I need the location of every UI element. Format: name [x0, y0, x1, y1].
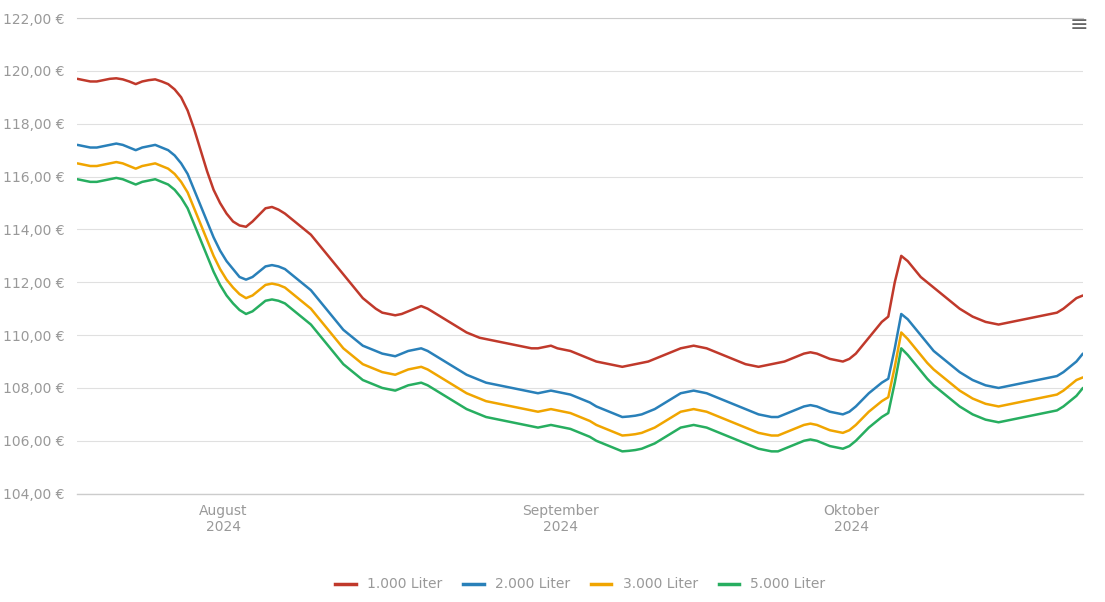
3.000 Liter — [453, 386, 466, 393]
5.000 Liter — [1076, 384, 1090, 391]
1.000 Liter — [71, 75, 84, 82]
2.000 Liter — [615, 414, 629, 421]
2.000 Liter — [681, 388, 694, 396]
1.000 Liter — [453, 325, 466, 332]
1.000 Liter — [1076, 292, 1090, 299]
5.000 Liter — [681, 423, 694, 430]
Line: 3.000 Liter: 3.000 Liter — [77, 162, 1083, 435]
Text: ≡: ≡ — [1070, 15, 1088, 35]
3.000 Liter — [895, 329, 908, 336]
Legend: 1.000 Liter, 2.000 Liter, 3.000 Liter, 5.000 Liter: 1.000 Liter, 2.000 Liter, 3.000 Liter, 5… — [329, 572, 831, 597]
5.000 Liter — [895, 345, 908, 352]
5.000 Liter — [493, 416, 506, 423]
5.000 Liter — [330, 353, 344, 360]
2.000 Liter — [895, 311, 908, 318]
3.000 Liter — [330, 337, 344, 344]
1.000 Liter — [493, 338, 506, 346]
1.000 Liter — [615, 363, 629, 370]
Line: 1.000 Liter: 1.000 Liter — [77, 78, 1083, 367]
2.000 Liter — [778, 411, 791, 418]
3.000 Liter — [778, 429, 791, 436]
5.000 Liter — [778, 445, 791, 452]
1.000 Liter — [330, 263, 344, 270]
2.000 Liter — [453, 367, 466, 374]
2.000 Liter — [1076, 350, 1090, 357]
2.000 Liter — [330, 318, 344, 326]
3.000 Liter — [109, 158, 123, 166]
Line: 5.000 Liter: 5.000 Liter — [77, 178, 1083, 452]
3.000 Liter — [493, 400, 506, 408]
1.000 Liter — [895, 252, 908, 259]
3.000 Liter — [1076, 374, 1090, 381]
2.000 Liter — [71, 141, 84, 149]
3.000 Liter — [681, 407, 694, 414]
2.000 Liter — [493, 382, 506, 389]
1.000 Liter — [778, 358, 791, 365]
1.000 Liter — [109, 75, 123, 82]
1.000 Liter — [681, 343, 694, 350]
5.000 Liter — [109, 175, 123, 182]
5.000 Liter — [615, 448, 629, 455]
3.000 Liter — [615, 432, 629, 439]
5.000 Liter — [453, 402, 466, 409]
5.000 Liter — [71, 176, 84, 183]
Line: 2.000 Liter: 2.000 Liter — [77, 143, 1083, 417]
2.000 Liter — [109, 140, 123, 147]
3.000 Liter — [71, 160, 84, 167]
